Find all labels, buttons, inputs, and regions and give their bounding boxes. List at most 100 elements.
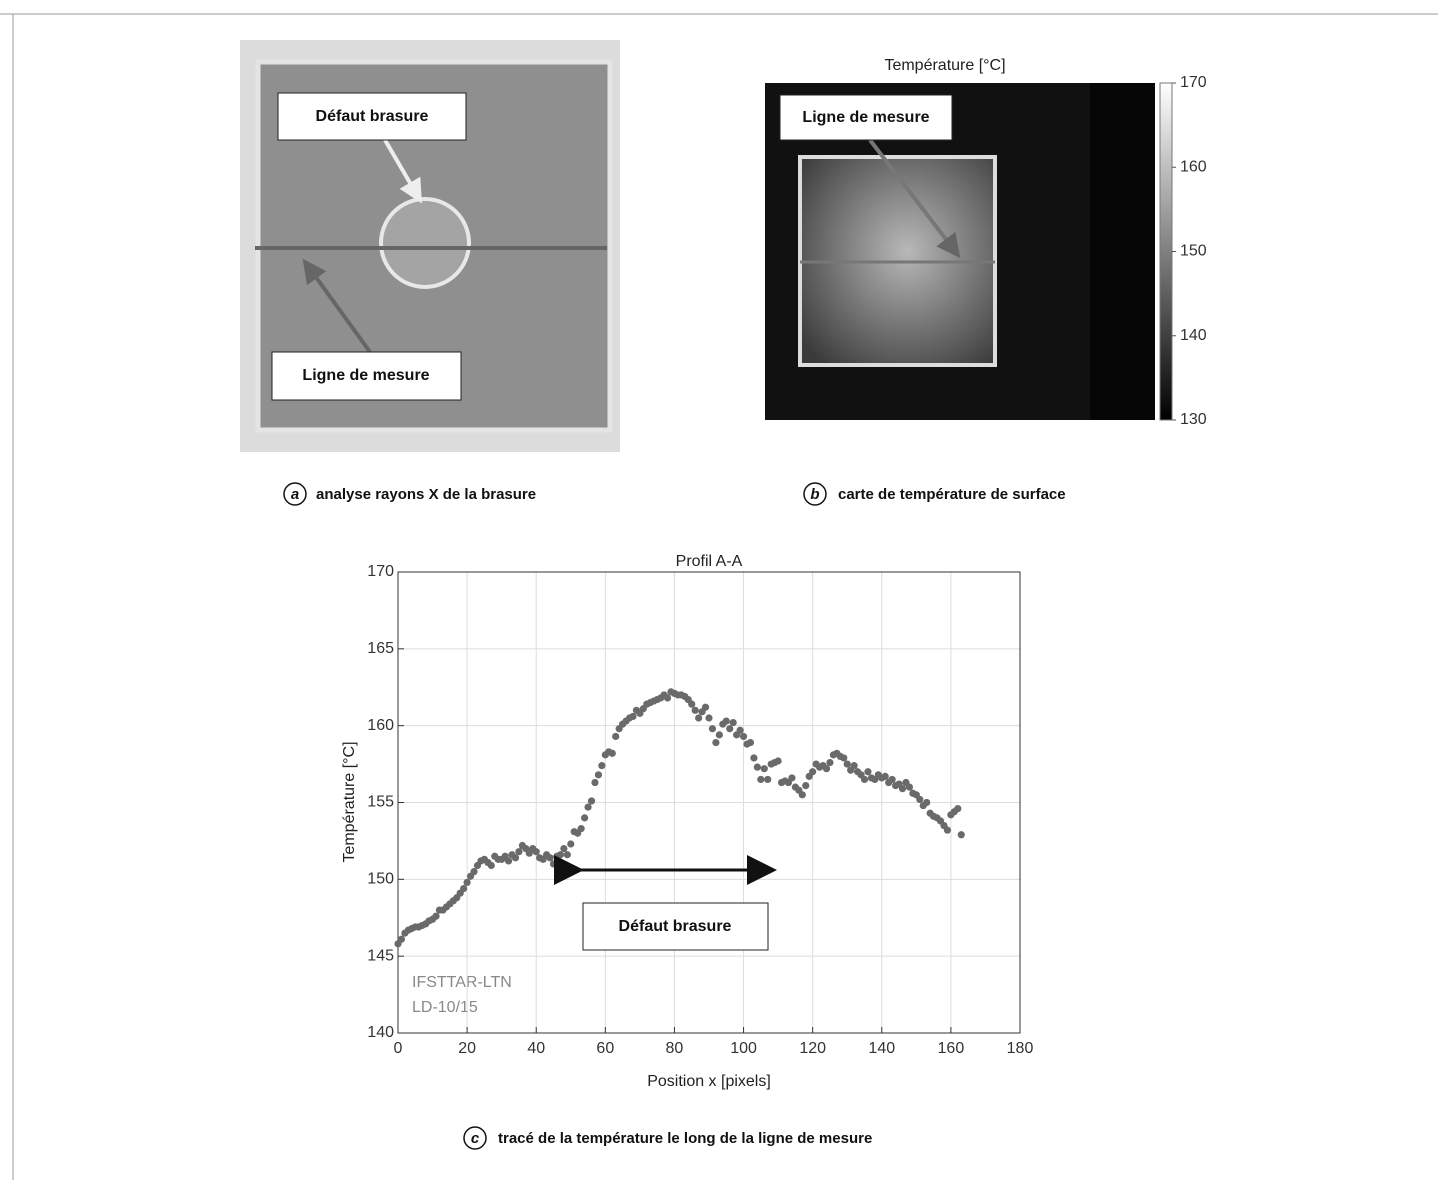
data-point xyxy=(577,825,585,833)
data-point xyxy=(843,760,851,768)
data-point xyxy=(663,694,672,702)
colorbar-tick-label: 140 xyxy=(1180,327,1207,344)
data-point xyxy=(888,775,896,784)
data-point xyxy=(774,757,782,765)
data-point xyxy=(898,785,907,793)
colorbar-title: Température [°C] xyxy=(884,57,1005,74)
data-point xyxy=(532,848,540,856)
data-point xyxy=(581,814,589,822)
caption-badge xyxy=(463,1126,487,1150)
x-tick-label: 140 xyxy=(868,1040,895,1057)
data-point xyxy=(860,775,869,784)
data-point xyxy=(746,738,755,747)
colorbar-tick-label: 150 xyxy=(1180,243,1207,260)
data-point xyxy=(722,717,730,725)
data-point xyxy=(788,774,796,782)
data-point xyxy=(715,731,723,739)
x-tick-label: 160 xyxy=(938,1040,965,1057)
xray-image xyxy=(240,40,620,452)
colorbar-tick-label: 130 xyxy=(1180,411,1207,428)
y-tick-label: 160 xyxy=(367,717,394,734)
x-tick-label: 120 xyxy=(799,1040,826,1057)
data-point xyxy=(460,884,468,893)
data-point xyxy=(708,725,717,733)
data-point xyxy=(691,706,699,714)
caption-badge xyxy=(803,482,827,506)
data-point xyxy=(923,798,931,807)
data-point xyxy=(826,758,834,767)
data-point xyxy=(546,854,554,862)
caption: carte de température de surface xyxy=(838,486,1066,503)
data-point xyxy=(549,860,558,868)
plot-frame xyxy=(397,571,1021,1034)
x-axis-label: Position x [pixels] xyxy=(647,1073,771,1090)
colorbar-tick-label: 160 xyxy=(1180,158,1207,175)
y-axis-label: Température [°C] xyxy=(341,741,358,862)
chart-title: Profil A-A xyxy=(676,553,743,570)
data-point xyxy=(726,725,734,733)
caption-letter: b xyxy=(810,486,819,503)
data-point xyxy=(587,797,596,805)
data-point xyxy=(916,795,924,804)
data-point xyxy=(705,714,713,722)
x-tick-label: 40 xyxy=(527,1040,545,1057)
watermark: LD-10/15 xyxy=(412,999,478,1016)
y-tick-label: 155 xyxy=(367,794,394,811)
data-point xyxy=(608,749,616,757)
x-tick-label: 180 xyxy=(1007,1040,1034,1057)
data-point xyxy=(802,781,810,790)
data-point xyxy=(567,840,575,848)
data-point xyxy=(757,775,765,784)
y-tick-label: 165 xyxy=(367,640,394,657)
x-tick-label: 80 xyxy=(666,1040,684,1057)
data-point xyxy=(905,783,914,791)
data-point xyxy=(688,700,696,708)
data-point xyxy=(515,848,523,856)
data-point xyxy=(750,754,758,762)
data-point xyxy=(511,854,520,862)
data-point xyxy=(594,771,603,779)
caption-letter: c xyxy=(471,1130,480,1147)
data-point xyxy=(881,772,889,780)
data-point xyxy=(598,762,606,770)
annotation: Ligne de mesure xyxy=(802,109,929,126)
x-tick-label: 60 xyxy=(596,1040,614,1057)
data-point xyxy=(798,791,806,799)
data-point xyxy=(584,803,592,811)
x-tick-label: 0 xyxy=(394,1040,403,1057)
data-point xyxy=(957,831,965,839)
data-point xyxy=(864,768,872,776)
data-point xyxy=(612,732,620,741)
data-point xyxy=(809,768,817,776)
thermal-image xyxy=(765,82,1173,421)
data-point xyxy=(943,826,952,834)
data-point xyxy=(397,935,406,943)
caption-badge xyxy=(283,482,307,506)
data-point xyxy=(822,765,831,773)
data-point xyxy=(504,857,513,865)
data-point xyxy=(432,912,440,920)
colorbar-tick-label: 170 xyxy=(1180,74,1207,91)
data-point xyxy=(629,712,637,721)
annotation: Défaut brasure xyxy=(316,108,429,125)
caption-letter: a xyxy=(291,486,299,503)
annotation: Ligne de mesure xyxy=(302,367,429,384)
data-point xyxy=(470,868,478,876)
annotation: Défaut brasure xyxy=(619,918,732,935)
y-tick-label: 140 xyxy=(367,1024,394,1041)
data-point xyxy=(760,765,768,773)
annotation-box xyxy=(582,902,769,951)
data-point xyxy=(695,714,703,722)
data-point xyxy=(701,703,710,711)
data-point xyxy=(487,861,495,870)
data-point xyxy=(729,718,737,727)
data-point xyxy=(463,878,471,887)
data-point xyxy=(764,775,772,784)
y-tick-label: 150 xyxy=(367,871,394,888)
data-point xyxy=(753,763,761,771)
data-point xyxy=(736,726,744,734)
caption: tracé de la température le long de la li… xyxy=(498,1130,872,1147)
data-point xyxy=(560,845,568,853)
data-point xyxy=(954,805,962,813)
data-point xyxy=(850,762,858,770)
